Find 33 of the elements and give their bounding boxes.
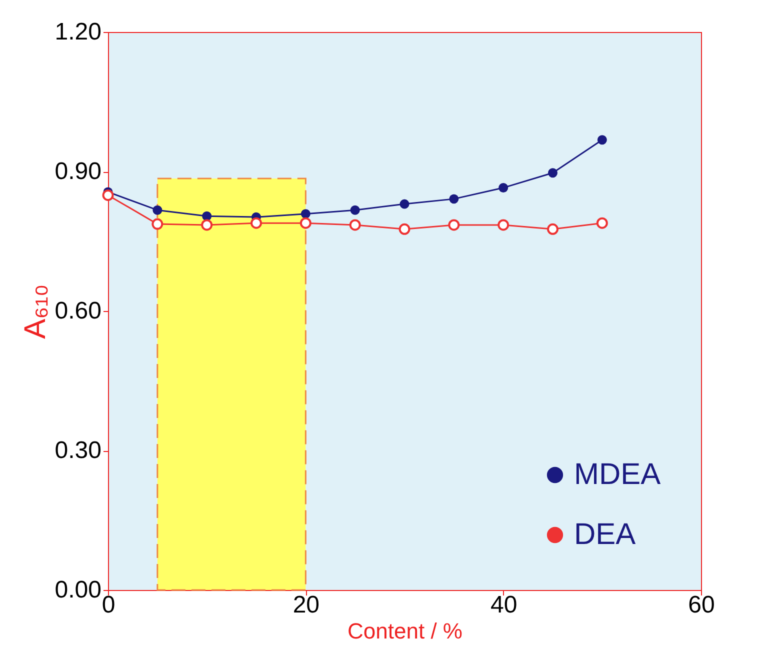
x-tick-label: 40	[490, 592, 518, 618]
point	[448, 219, 460, 231]
point	[398, 223, 410, 235]
legend-label: MDEA	[574, 458, 661, 491]
x-tick-label: 20	[292, 592, 320, 618]
point	[300, 209, 310, 219]
point	[152, 218, 164, 230]
x-tick-label: 60	[688, 592, 715, 618]
point	[202, 211, 212, 221]
point	[596, 217, 608, 229]
y-tick-label: 1.20	[54, 18, 102, 46]
point	[300, 217, 312, 229]
point	[498, 219, 510, 231]
point	[102, 189, 114, 201]
y-tick-label: 0.30	[54, 437, 102, 464]
point	[449, 194, 459, 204]
point	[349, 219, 361, 231]
x-axis-title: Content / %	[348, 618, 462, 644]
point	[498, 183, 508, 193]
x-tick-label: 0	[102, 592, 116, 618]
point	[400, 199, 410, 209]
y-axis-title: A₆₁₀	[18, 284, 52, 339]
point	[350, 205, 360, 215]
point	[250, 217, 262, 229]
point	[152, 205, 162, 215]
point	[547, 223, 558, 235]
point	[201, 219, 213, 231]
y-tick-label: 0.60	[54, 298, 102, 324]
point	[548, 168, 558, 178]
point	[597, 135, 607, 145]
y-tick-label: 0.00	[54, 576, 102, 604]
y-tick-label: 0.90	[54, 158, 102, 185]
legend-label: DEA	[574, 518, 636, 551]
